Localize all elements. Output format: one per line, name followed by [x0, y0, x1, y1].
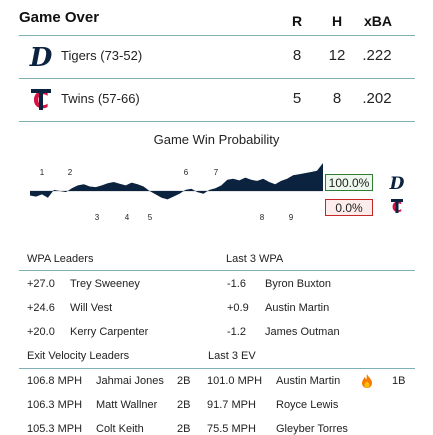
runs-header: R	[291, 13, 303, 29]
team-name-twins: Twins (57-66)	[61, 91, 140, 106]
wpa-leaders-label: WPA Leaders	[27, 253, 94, 265]
svg-text:D: D	[29, 43, 53, 70]
top-inning-label: 2	[68, 168, 73, 177]
tigers-d-logo: D	[29, 43, 53, 70]
tigers-hits: 12	[328, 47, 346, 64]
scoreboard-bottom-divider	[19, 121, 415, 122]
last3-ev-speed: 101.0 MPH	[207, 375, 263, 387]
last3-ev-label: Last 3 EV	[208, 350, 256, 362]
twins-hits: 8	[332, 90, 342, 107]
twins-tc-logo: C	[31, 89, 51, 113]
ev-leader-player: Colt Keith	[96, 423, 144, 435]
tigers-xba: .222	[362, 47, 392, 64]
win-probability-chart: 1 2 6 7 3 4 5 8 9	[30, 163, 323, 222]
twins-win-probability: 0.0%	[325, 199, 373, 216]
bottom-inning-label: 9	[289, 213, 294, 222]
bottom-inning-label: 3	[95, 213, 100, 222]
tigers-runs: 8	[292, 47, 302, 64]
team-name-tigers: Tigers (73-52)	[61, 48, 143, 63]
win-probability-title: Game Win Probability	[153, 132, 280, 147]
last3-ev-result: 1B	[392, 375, 406, 387]
wpa-leader-value: +20.0	[27, 326, 55, 338]
last3-wpa-player: James Outman	[265, 326, 340, 338]
ev-leaders-label: Exit Velocity Leaders	[27, 350, 130, 362]
bottom-inning-label: 5	[148, 213, 153, 222]
ev-leader-speed: 106.8 MPH	[27, 375, 83, 387]
last3-ev-player: Austin Martin	[276, 375, 341, 387]
ev-leader-speed: 105.3 MPH	[27, 423, 83, 435]
twins-runs: 5	[292, 90, 302, 107]
top-inning-label: 1	[40, 168, 45, 177]
team-row-tigers: D Tigers (73-52) 8 12 .222	[19, 36, 415, 76]
team-row-twins: C Twins (57-66) 5 8 .202	[19, 79, 415, 119]
ev-leader-result: 2B	[177, 375, 191, 387]
last3-wpa-value: -1.6	[227, 278, 246, 290]
ev-leader-result: 2B	[177, 423, 191, 435]
hits-header: H	[331, 13, 343, 29]
game-status-title: Game Over	[19, 9, 100, 26]
last3-ev-speed: 75.5 MPH	[207, 423, 256, 435]
last3-ev-speed: 91.7 MPH	[207, 399, 256, 411]
last3-wpa-value: -1.2	[227, 326, 246, 338]
twins-xba: .202	[362, 90, 392, 107]
last3-ev-player: Gleyber Torres	[276, 423, 348, 435]
xba-header: xBA	[363, 13, 392, 29]
wpa-leader-player: Kerry Carpenter	[70, 326, 149, 338]
ev-leader-player: Matt Wallner	[96, 399, 158, 411]
last3-wpa-player: Byron Buxton	[265, 278, 332, 290]
twins-tc-logo-small: C	[391, 199, 403, 215]
wpa-leader-player: Trey Sweeney	[70, 278, 140, 290]
top-inning-label: 6	[184, 168, 189, 177]
ev-leader-player: Jahmai Jones	[96, 375, 164, 387]
svg-text:D: D	[389, 174, 405, 191]
ev-divider	[19, 368, 415, 369]
ev-leader-result: 2B	[177, 399, 191, 411]
wpa-divider	[19, 270, 415, 271]
wpa-leader-value: +27.0	[27, 278, 55, 290]
bottom-inning-label: 4	[125, 213, 130, 222]
last3-wpa-value: +0.9	[227, 302, 249, 314]
wpa-leader-value: +24.6	[27, 302, 55, 314]
wpa-leader-player: Will Vest	[70, 302, 113, 314]
top-inning-label: 7	[214, 168, 219, 177]
last3-wpa-player: Austin Martin	[265, 302, 330, 314]
last3-wpa-label: Last 3 WPA	[226, 253, 284, 265]
last3-ev-player: Royce Lewis	[276, 399, 339, 411]
team-divider	[19, 78, 415, 79]
ev-leader-speed: 106.3 MPH	[27, 399, 83, 411]
tigers-d-logo-small: D	[389, 174, 405, 191]
tigers-win-probability: 100.0%	[325, 174, 373, 191]
bottom-inning-label: 8	[260, 213, 265, 222]
win-probability-area	[30, 163, 323, 200]
fire-icon	[362, 374, 372, 388]
header-divider	[19, 35, 415, 36]
